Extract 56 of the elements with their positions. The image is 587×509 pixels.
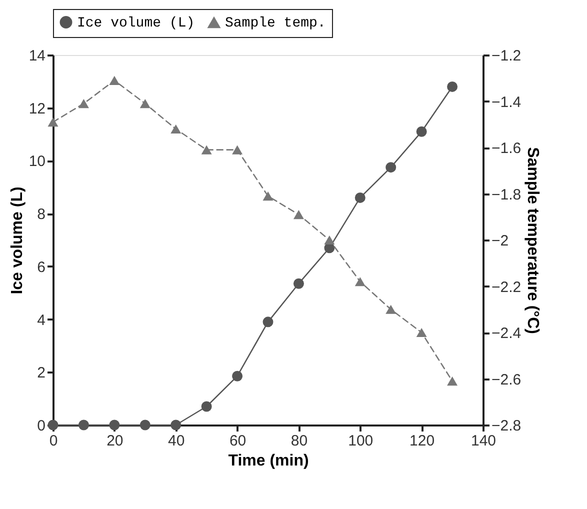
point: [109, 76, 120, 85]
point: [262, 192, 274, 201]
point: [170, 420, 182, 430]
point: [140, 99, 150, 108]
y-tick-label: 6: [37, 258, 46, 276]
point: [354, 277, 366, 286]
x-tick-label: 20: [106, 432, 124, 450]
point: [447, 376, 458, 386]
y-tick-label: 4: [37, 312, 46, 329]
point: [386, 162, 396, 173]
y2-tick-label: −1.6: [492, 140, 522, 157]
y-tick-label: 2: [37, 364, 46, 382]
y2-tick-label: −2.6: [492, 371, 522, 388]
x-axis-title: Time (min): [228, 452, 309, 470]
y-tick-label: 8: [37, 206, 46, 224]
point: [201, 145, 212, 154]
point: [354, 192, 366, 203]
point: [232, 145, 243, 154]
point: [386, 304, 396, 314]
y2-tick-label: −1.4: [492, 94, 522, 111]
y2-tick-label: −2: [492, 232, 509, 250]
y2-tick-label: −1.2: [492, 48, 522, 64]
y-tick-label: 10: [28, 153, 46, 170]
y-tick-label: 0: [37, 418, 46, 434]
point: [78, 420, 89, 430]
x-tick-label: 100: [348, 432, 374, 450]
y2-tick-label: −2.2: [492, 278, 522, 296]
point: [140, 420, 150, 430]
point: [109, 420, 120, 430]
point: [293, 210, 304, 220]
x-tick-label: 140: [470, 432, 496, 450]
point: [170, 124, 182, 134]
x-tick-label: 40: [168, 432, 185, 450]
x-tick-label: 0: [49, 432, 58, 450]
point: [324, 235, 335, 245]
point: [201, 401, 212, 412]
point: [48, 118, 58, 127]
y2-tick-label: −1.8: [492, 186, 522, 204]
point: [293, 278, 304, 289]
x-tick-label: 120: [410, 432, 435, 450]
x-tick-label: 80: [290, 432, 308, 450]
legend-label: Ice volume (L): [77, 15, 195, 32]
y2-tick-label: −2.4: [492, 325, 522, 342]
y2-axis-title: Sample temperature (°C): [524, 147, 542, 334]
y-tick-label: 12: [28, 100, 46, 118]
point: [262, 316, 274, 328]
point: [447, 81, 458, 92]
point: [78, 99, 89, 108]
point: [232, 370, 243, 382]
y-axis-title: Ice volume (L): [8, 186, 26, 294]
point: [416, 126, 427, 137]
x-tick-label: 60: [229, 432, 246, 450]
y-tick-label: 14: [28, 48, 46, 64]
point: [416, 328, 427, 338]
legend-label: Sample temp.: [225, 16, 326, 32]
y2-tick-label: −2.8: [492, 418, 522, 434]
